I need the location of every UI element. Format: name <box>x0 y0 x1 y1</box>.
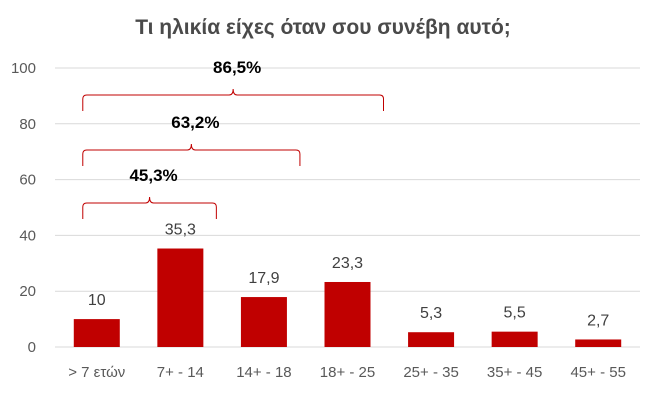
data-label: 23,3 <box>332 255 363 272</box>
y-axis-ticks: 0 20 40 60 80 100 <box>11 60 36 356</box>
x-tick-label: 18+ - 25 <box>320 364 375 381</box>
bracket-label: 63,2% <box>171 113 219 132</box>
bar <box>575 339 622 347</box>
x-tick-label: 45+ - 55 <box>570 364 625 381</box>
y-tick-label: 20 <box>19 283 36 300</box>
data-labels: 10 35,3 17,9 23,3 5,3 5,5 2,7 <box>88 222 610 330</box>
x-tick-label: 35+ - 45 <box>487 364 542 381</box>
y-tick-label: 0 <box>28 339 36 356</box>
range-bracket <box>82 88 384 111</box>
x-axis-ticks: > 7 ετών 7+ - 14 14+ - 18 18+ - 25 25+ - 35 3… <box>68 364 626 381</box>
bar <box>73 319 120 347</box>
x-tick-label: 7+ - 14 <box>157 364 204 381</box>
bracket-label: 86,5% <box>213 58 261 77</box>
y-tick-label: 60 <box>19 172 36 189</box>
bar <box>408 332 455 347</box>
range-bracket <box>82 196 217 219</box>
bar <box>240 297 287 347</box>
data-label: 2,7 <box>587 312 609 329</box>
bar <box>157 248 204 347</box>
data-label: 35,3 <box>165 222 196 239</box>
y-tick-label: 40 <box>19 227 36 244</box>
y-tick-label: 80 <box>19 116 36 133</box>
range-bracket <box>82 143 301 166</box>
bars <box>73 248 622 347</box>
x-tick-label: 14+ - 18 <box>236 364 291 381</box>
bar <box>491 331 538 347</box>
annotation-brackets: 45,3% 63,2% 86,5% <box>82 58 384 219</box>
data-label: 5,3 <box>420 305 442 322</box>
data-label: 17,9 <box>248 270 279 287</box>
x-tick-label: > 7 ετών <box>68 364 125 381</box>
data-label: 10 <box>88 292 106 309</box>
chart-title: Τι ηλικία είχες όταν σου συνέβη αυτό; <box>135 16 511 39</box>
data-label: 5,5 <box>504 305 526 322</box>
bracket-label: 45,3% <box>129 166 177 185</box>
y-tick-label: 100 <box>11 60 36 77</box>
gridlines <box>55 67 640 348</box>
x-tick-label: 25+ - 35 <box>403 364 458 381</box>
bar <box>324 281 371 347</box>
